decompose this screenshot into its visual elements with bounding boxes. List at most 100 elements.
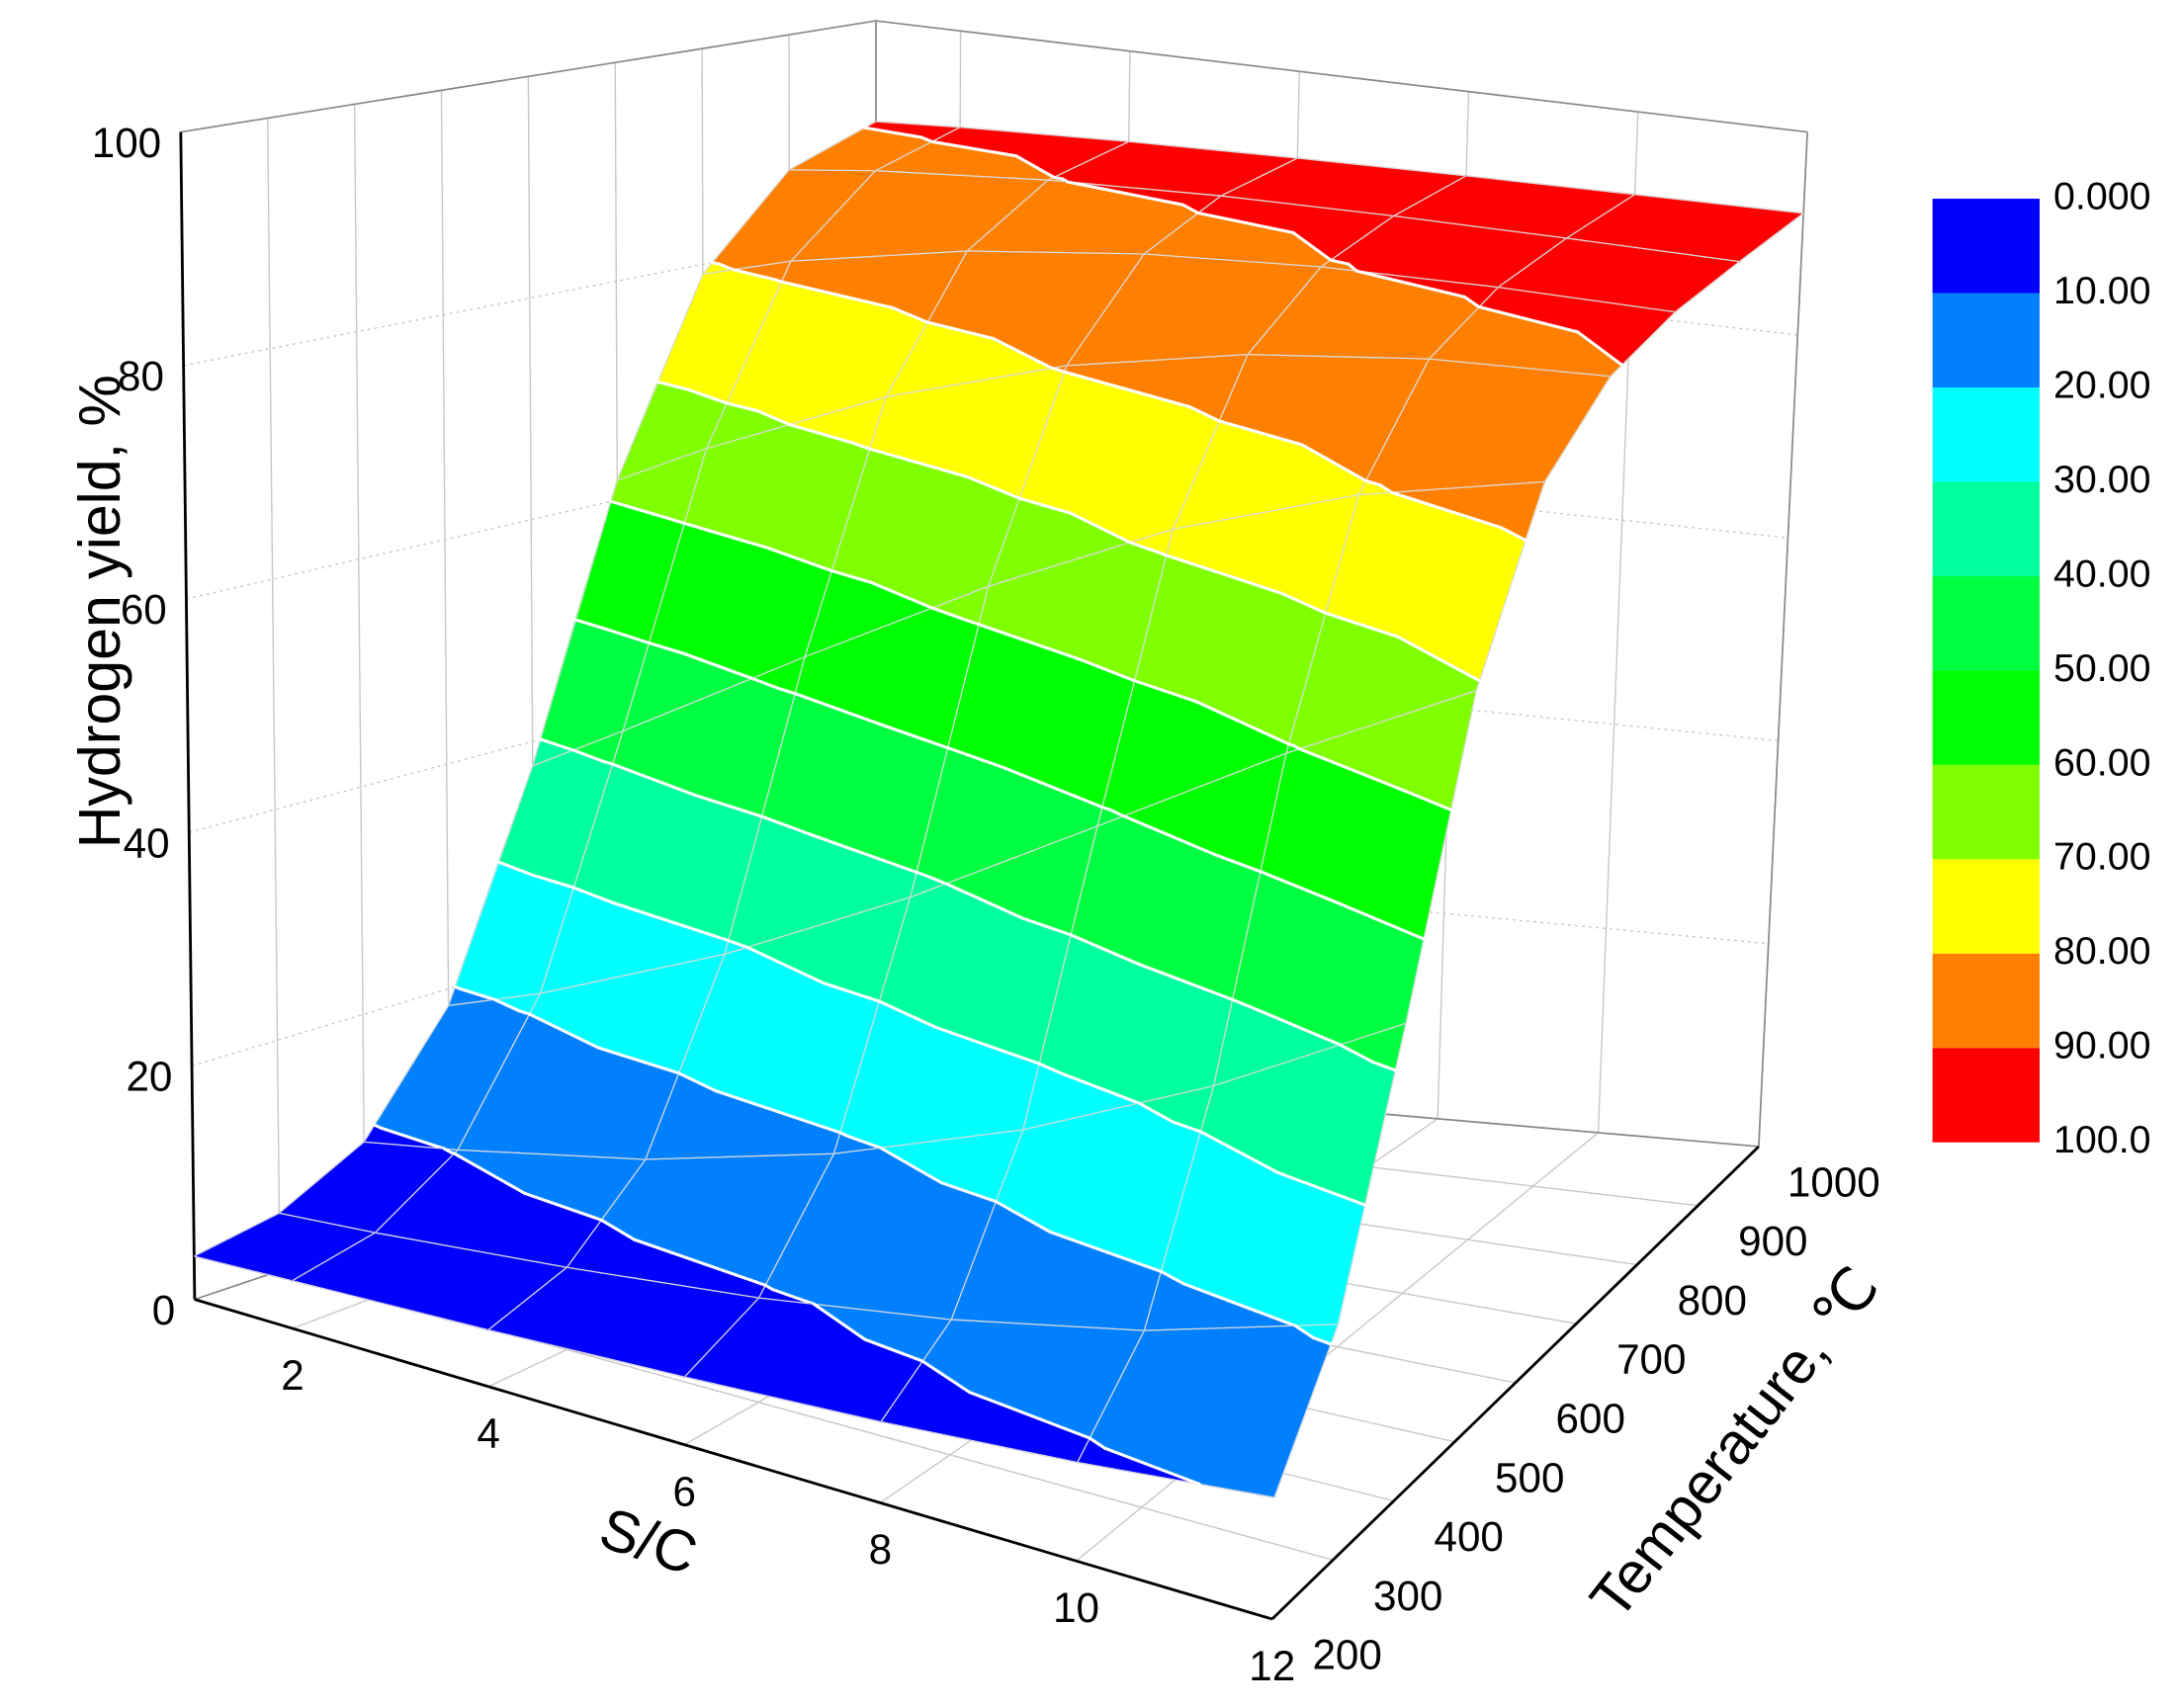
- mesh-line: [457, 1149, 646, 1160]
- surface-cell: [291, 1232, 567, 1331]
- mesh-line: [706, 261, 792, 450]
- mesh-line: [790, 170, 876, 262]
- contour-line: [778, 687, 797, 696]
- mesh-line: [487, 1266, 567, 1331]
- mesh-line: [645, 1153, 834, 1160]
- mesh-line: [279, 1212, 376, 1234]
- contour-line: [919, 135, 934, 143]
- contour-line: [609, 499, 670, 520]
- colorbar-label: 100.0: [2053, 1118, 2151, 1161]
- contour-line: [714, 1088, 842, 1135]
- y-tick-label: 900: [1738, 1218, 1807, 1264]
- contour-line: [1194, 700, 1291, 746]
- contour-line: [573, 618, 609, 632]
- y-axis-line: [1270, 1145, 1760, 1621]
- contour-line: [1276, 1171, 1366, 1207]
- contour-line: [1347, 262, 1358, 273]
- contour-line: [863, 126, 923, 139]
- mesh-line: [487, 1328, 685, 1378]
- contour-line: [1279, 591, 1327, 615]
- contour-line: [745, 945, 826, 985]
- contour-line: [809, 832, 918, 874]
- mesh-line: [885, 250, 968, 397]
- colorbar-label: 50.00: [2053, 646, 2151, 690]
- surface-cell: [1096, 494, 1359, 827]
- contour-line: [1196, 211, 1295, 234]
- mesh-line: [706, 395, 887, 450]
- mesh-line: [1173, 494, 1359, 531]
- mesh-line: [278, 1141, 365, 1214]
- mesh-line: [457, 992, 542, 1151]
- mesh-line: [875, 170, 1049, 181]
- contour-line: [1300, 443, 1368, 482]
- contour-line: [1001, 765, 1104, 810]
- mesh-line: [1675, 261, 1740, 313]
- x-tick-label: 12: [1249, 1643, 1295, 1689]
- contour-line: [787, 422, 852, 444]
- mesh-line: [567, 1266, 759, 1299]
- mesh-line: [532, 479, 618, 766]
- contour-line: [655, 380, 691, 391]
- surface-cell: [616, 260, 792, 481]
- contour-line: [923, 874, 948, 886]
- contour-line: [605, 628, 651, 644]
- surface-cell: [724, 585, 990, 956]
- contour-line: [1060, 1071, 1141, 1105]
- mesh-line: [622, 448, 708, 731]
- contour-line: [1165, 554, 1283, 595]
- mesh-line: [1320, 215, 1395, 268]
- contour-line: [1137, 962, 1234, 1001]
- mesh-line: [910, 586, 990, 897]
- mesh-line: [448, 765, 534, 1006]
- contour-line: [1462, 295, 1481, 309]
- mesh-line: [1337, 1023, 1407, 1324]
- colorbar-label: 20.00: [2053, 363, 2151, 406]
- contour-line: [812, 1302, 867, 1341]
- x-axis-line: [194, 1298, 1273, 1621]
- contour-line: [945, 745, 1005, 769]
- contour-line: [442, 1147, 453, 1154]
- contour-line: [1217, 419, 1304, 447]
- contour-line: [687, 387, 729, 405]
- contour-line: [1128, 541, 1159, 554]
- contour-line: [963, 618, 981, 627]
- mesh-line: [1498, 287, 1676, 313]
- mesh-line: [758, 1153, 835, 1299]
- contour-line: [1261, 1010, 1342, 1047]
- contour-line: [732, 268, 778, 282]
- mesh-line: [1497, 237, 1567, 289]
- contour-line: [682, 651, 753, 680]
- x-tick-label: 2: [281, 1352, 304, 1399]
- mesh-line: [539, 730, 624, 994]
- grid-line: [267, 118, 281, 1271]
- z-axis-line: [179, 131, 197, 1300]
- surface-cell: [1143, 1022, 1407, 1331]
- mesh-line: [622, 655, 806, 732]
- contour-line: [1329, 258, 1351, 266]
- mesh-line: [960, 127, 1129, 142]
- z-tick-label: 100: [92, 120, 161, 166]
- contour-line: [1121, 813, 1217, 857]
- contour-line: [1065, 180, 1185, 207]
- mesh-line: [1321, 266, 1499, 289]
- contour-line: [1258, 870, 1338, 904]
- mesh-line: [886, 365, 1067, 398]
- mesh-line: [804, 585, 989, 658]
- contour-line: [877, 999, 938, 1029]
- mesh-line: [1096, 752, 1287, 827]
- contour-line: [1052, 175, 1065, 181]
- contour-line: [710, 261, 722, 266]
- mesh-line: [1566, 237, 1740, 263]
- x-tick-label: 10: [1053, 1584, 1099, 1631]
- mesh-line: [724, 656, 806, 955]
- contour-line: [453, 984, 462, 990]
- surface-cell: [988, 354, 1249, 587]
- contour-line: [1477, 304, 1580, 334]
- contour-line: [763, 1283, 774, 1292]
- contour-line: [1293, 1324, 1315, 1340]
- mesh-line: [702, 260, 791, 275]
- x-tick-label: 8: [869, 1526, 892, 1573]
- contour-line: [1396, 635, 1481, 683]
- contour-line: [1499, 526, 1527, 543]
- mesh-line: [1144, 1324, 1339, 1331]
